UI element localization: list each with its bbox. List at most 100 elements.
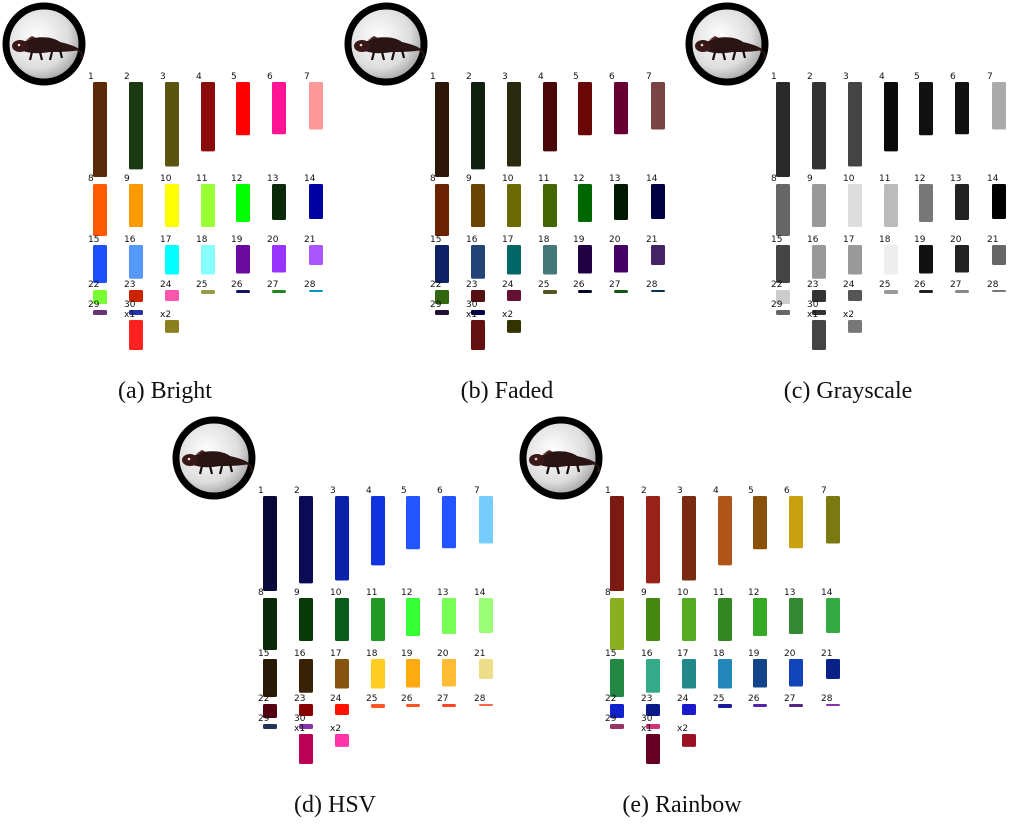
bar (753, 659, 767, 688)
bar-label: 12 (914, 174, 925, 184)
bar-label: 18 (879, 235, 891, 245)
bar (848, 184, 862, 227)
bar (479, 598, 493, 633)
bar (471, 82, 485, 170)
bar (992, 290, 1006, 292)
bar-label: 12 (231, 174, 242, 184)
chameleon-body-icon (360, 37, 422, 54)
panel-caption: (e) Rainbow (622, 792, 742, 818)
bar (201, 184, 215, 227)
bar (753, 598, 767, 636)
bar (93, 184, 107, 236)
bar (646, 598, 660, 641)
bar (236, 290, 250, 293)
bar (263, 598, 277, 650)
bar-label: 27 (609, 280, 620, 290)
bar (826, 598, 840, 633)
bar-label: 20 (950, 235, 962, 245)
bar-label: 13 (437, 588, 448, 598)
bar-label: 1 (771, 72, 777, 82)
chameleon-eye-icon (187, 457, 191, 461)
bar (272, 245, 286, 273)
bar (165, 184, 179, 227)
chameleon-head-icon (529, 454, 545, 466)
bar (543, 184, 557, 227)
bar-label: 19 (401, 649, 413, 659)
bar (263, 496, 277, 591)
bar-label: 20 (784, 649, 796, 659)
bar-label: 26 (748, 694, 760, 704)
bar (646, 704, 660, 716)
bar (236, 184, 250, 222)
bar (789, 496, 803, 549)
bar-label: 20 (437, 649, 449, 659)
bar-label: x1 (124, 310, 135, 320)
bar (682, 659, 696, 689)
bar (610, 704, 624, 718)
bar-label: 3 (677, 486, 683, 496)
bar (263, 659, 277, 697)
chameleon-eye-icon (700, 43, 704, 47)
bar-label: 11 (538, 174, 549, 184)
bar (309, 290, 323, 292)
bar (848, 82, 862, 167)
chameleon-head-icon (354, 40, 370, 52)
bar-label: 29 (88, 300, 100, 310)
bar-label: x2 (330, 724, 341, 734)
bar-label: 18 (538, 235, 550, 245)
bar-label: 6 (609, 72, 615, 82)
bar-label: 30 (641, 714, 653, 724)
bar-label: 28 (987, 280, 999, 290)
bar-label: 9 (641, 588, 647, 598)
bar (263, 724, 277, 729)
bar (646, 724, 660, 729)
bar (471, 184, 485, 227)
bar-label: 29 (430, 300, 442, 310)
bar-label: 9 (294, 588, 300, 598)
bar (682, 704, 696, 715)
bar-label: 13 (784, 588, 795, 598)
bar (646, 496, 660, 584)
bar (335, 496, 349, 581)
bar (471, 290, 485, 302)
bar-label: 17 (160, 235, 171, 245)
chameleon-head-icon (182, 454, 198, 466)
bar (776, 82, 790, 177)
bar-label: 15 (88, 235, 99, 245)
bar-label: 15 (771, 235, 782, 245)
bar (614, 82, 628, 135)
bar-label: 1 (258, 486, 264, 496)
bar (335, 598, 349, 641)
bar-label: 28 (646, 280, 658, 290)
bar-label: 18 (366, 649, 378, 659)
chameleon-crest-icon (26, 36, 36, 40)
chameleon-head-icon (12, 40, 28, 52)
bar (812, 245, 826, 279)
bar-label: 8 (88, 174, 94, 184)
bar-label: 14 (304, 174, 316, 184)
bar-label: 10 (843, 174, 855, 184)
bar (406, 659, 420, 688)
bar (610, 496, 624, 591)
bar (646, 659, 660, 693)
bar (406, 598, 420, 636)
bar (129, 310, 143, 315)
bar (884, 245, 898, 275)
bar-label: 6 (950, 72, 956, 82)
bar-label: x2 (677, 724, 688, 734)
bar-label: x1 (807, 310, 818, 320)
bar (165, 290, 179, 301)
chameleon-tail-icon (758, 48, 767, 59)
bar (955, 290, 969, 293)
bar-label: 11 (713, 588, 724, 598)
bar-label: 9 (466, 174, 472, 184)
bar (272, 184, 286, 220)
bar (471, 320, 485, 350)
bar (919, 82, 933, 136)
bar (201, 245, 215, 275)
bar (682, 496, 696, 581)
bar-label: 16 (807, 235, 819, 245)
bar-label: 20 (267, 235, 279, 245)
